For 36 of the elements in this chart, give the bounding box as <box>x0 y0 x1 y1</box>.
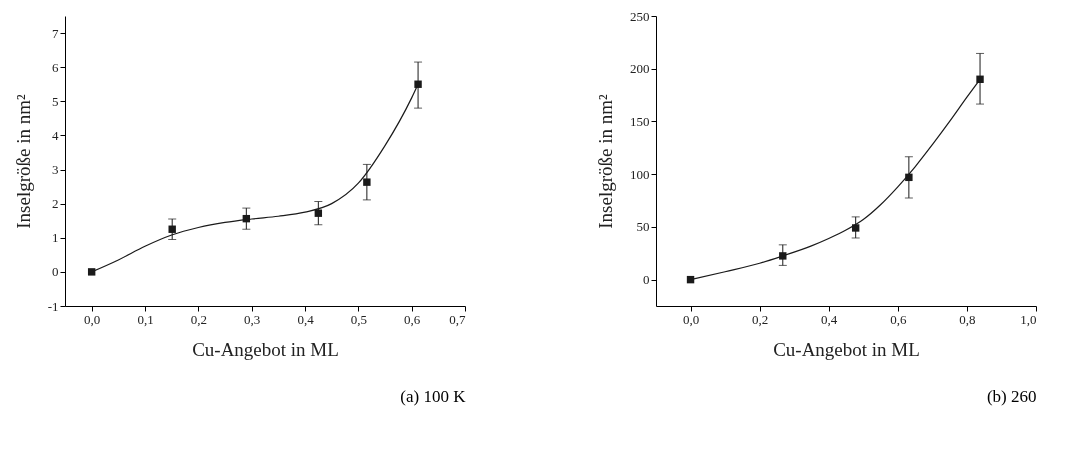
x-tick-label: 0,0 <box>84 311 101 327</box>
point <box>87 268 96 276</box>
y-tick-label: 100 <box>630 166 650 182</box>
y-tick-label: 3 <box>52 162 59 178</box>
y-tick-label: 7 <box>52 25 59 41</box>
x-tick-label: 0,6 <box>404 311 421 327</box>
y-tick-label: 0 <box>52 264 59 280</box>
y-tick-label: 250 <box>630 8 650 24</box>
x-tick-label: 0,7 <box>449 311 466 327</box>
x-tick-label: 0,2 <box>752 311 769 327</box>
y-axis-title: Inselgröße in nm² <box>12 93 34 229</box>
x-tick-label: 0,2 <box>190 311 207 327</box>
x-tick-label: 0,4 <box>821 311 838 327</box>
x-tick-label: 1,0 <box>1020 311 1037 327</box>
x-tick-label: 0,8 <box>959 311 976 327</box>
y-tick-label: 4 <box>52 127 59 143</box>
x-axis-title: Cu-Angebot in ML <box>192 338 339 360</box>
text: (a) 100 K <box>400 387 467 406</box>
y-tick-label: 50 <box>636 219 650 235</box>
y-tick-label: 0 <box>643 272 650 288</box>
x-tick-label: 0,4 <box>297 311 315 327</box>
text: (b) 260 <box>986 387 1037 406</box>
y-tick-label: 200 <box>630 61 650 77</box>
x-tick-label: 0,0 <box>682 311 700 327</box>
y-tick-label: -1 <box>47 298 59 314</box>
x-axis-title: Cu-Angebot in ML <box>773 338 920 360</box>
y-tick-label: 2 <box>52 196 59 212</box>
x-tick-label: 0,5 <box>350 311 367 327</box>
y-tick-label: 6 <box>52 59 59 75</box>
x-tick-label: 0,3 <box>244 311 261 327</box>
x-tick-label: 0,6 <box>890 311 907 327</box>
y-tick-label: 150 <box>630 113 650 129</box>
y-tick-label: 1 <box>52 230 59 246</box>
x-tick-label: 0,1 <box>137 311 154 327</box>
y-tick-label: 5 <box>52 93 59 109</box>
y-axis-title: Inselgröße in nm² <box>595 93 616 229</box>
